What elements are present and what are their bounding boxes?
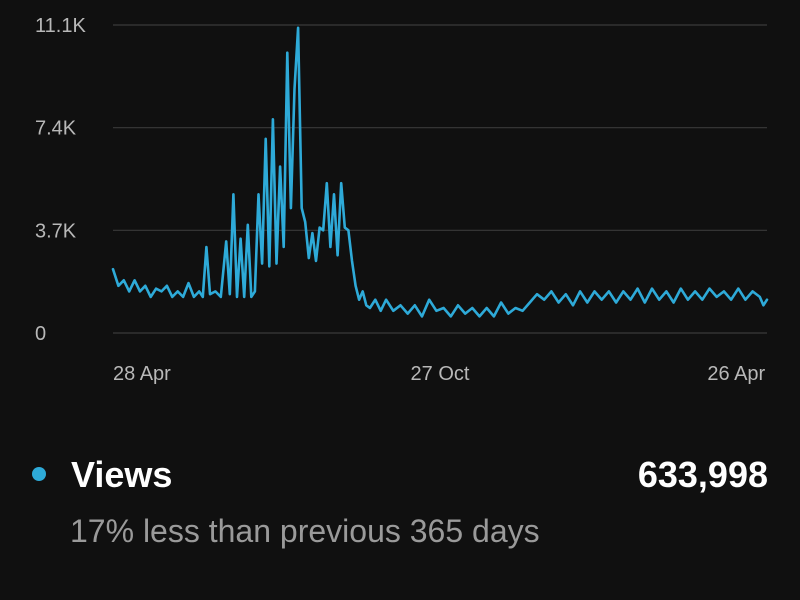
y-axis-ticks: 0 3.7K 7.4K 11.1K [35, 15, 86, 345]
x-tick-label: 28 Apr [113, 363, 171, 385]
views-dot-icon [32, 467, 46, 481]
views-line-chart: 0 3.7K 7.4K 11.1K 28 Apr 27 Oct 26 Apr [35, 15, 769, 385]
legend-row: Views 633,998 [30, 450, 770, 500]
y-tick-label: 0 [35, 323, 46, 345]
y-tick-label: 3.7K [35, 220, 77, 242]
legend-label: Views [71, 454, 173, 495]
x-tick-label: 26 Apr [707, 363, 765, 385]
x-tick-label: 27 Oct [411, 363, 470, 385]
comparison-text: 17% less than previous 365 days [70, 513, 540, 549]
series-line-views [111, 26, 769, 318]
total-views: 633,998 [637, 454, 768, 495]
y-tick-label: 7.4K [35, 118, 77, 140]
y-tick-label: 11.1K [35, 15, 86, 37]
x-axis-ticks: 28 Apr 27 Oct 26 Apr [113, 363, 766, 385]
series-layer [111, 26, 769, 318]
grid-lines [113, 24, 767, 334]
